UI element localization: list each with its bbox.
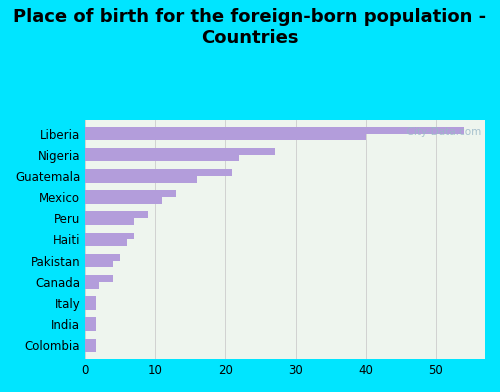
Bar — [85, 190, 176, 197]
Bar — [85, 134, 366, 140]
Bar — [85, 148, 274, 155]
Bar — [85, 303, 96, 310]
Text: Place of birth for the foreign-born population -
Countries: Place of birth for the foreign-born popu… — [14, 8, 486, 47]
Bar — [85, 345, 96, 352]
Bar — [85, 282, 99, 289]
Bar — [85, 233, 134, 240]
Bar — [85, 254, 120, 261]
Bar — [85, 296, 96, 303]
Bar — [85, 197, 162, 204]
Bar — [85, 212, 148, 218]
Bar — [85, 261, 113, 267]
Bar — [85, 324, 96, 331]
Bar — [85, 339, 96, 345]
Bar — [85, 127, 464, 134]
Bar — [85, 275, 113, 282]
Text: City-Data.com: City-Data.com — [400, 127, 481, 137]
Bar — [85, 218, 134, 225]
Bar — [85, 318, 96, 324]
Bar — [85, 176, 198, 183]
Bar — [85, 169, 233, 176]
Bar — [85, 155, 239, 162]
Bar — [85, 240, 127, 246]
